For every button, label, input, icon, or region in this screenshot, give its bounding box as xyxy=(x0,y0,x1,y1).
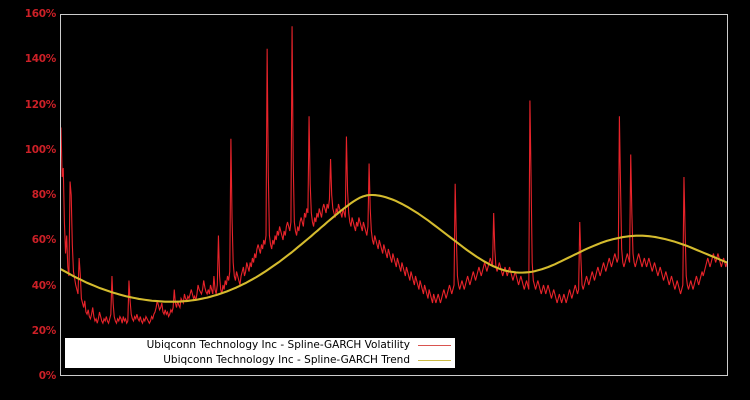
y-tick-label: 60% xyxy=(31,234,57,247)
series-line-volatility xyxy=(61,26,727,325)
legend-label-trend: Ubiqconn Technology Inc - Spline-GARCH T… xyxy=(163,354,410,367)
chart-svg xyxy=(61,26,727,325)
legend-label-volatility: Ubiqconn Technology Inc - Spline-GARCH V… xyxy=(146,339,410,352)
legend-swatch-volatility xyxy=(418,345,451,346)
y-tick-label: 140% xyxy=(24,53,57,66)
y-tick-label: 20% xyxy=(31,324,57,337)
y-axis: 0% 20% 40% 60% 80% 100% 120% 140% 160% xyxy=(0,0,60,400)
legend-entry-trend: Ubiqconn Technology Inc - Spline-GARCH T… xyxy=(65,353,455,368)
chart-legend: Ubiqconn Technology Inc - Spline-GARCH V… xyxy=(65,338,455,368)
y-tick-label: 100% xyxy=(24,143,57,156)
y-tick-label: 160% xyxy=(24,8,57,20)
y-tick-label: 40% xyxy=(31,279,57,292)
legend-swatch-trend xyxy=(418,360,451,361)
y-tick-label: 80% xyxy=(31,189,57,201)
plot-area xyxy=(60,14,728,376)
y-tick-label: 0% xyxy=(38,370,57,382)
legend-entry-volatility: Ubiqconn Technology Inc - Spline-GARCH V… xyxy=(65,338,455,353)
y-tick-label: 120% xyxy=(24,98,57,111)
series-line-trend xyxy=(61,193,727,303)
